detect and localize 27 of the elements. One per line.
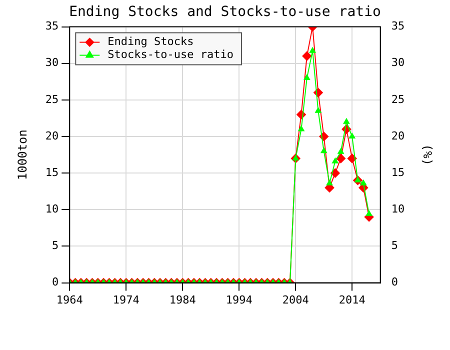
y2-tick-label: 30	[391, 56, 405, 70]
y2-tick-label: 0	[391, 276, 398, 289]
x-tick-label: 1984	[169, 293, 196, 306]
y2-tick-label: 25	[391, 92, 405, 106]
y-tick-label: 35	[45, 20, 59, 33]
y2-tick-label: 15	[391, 166, 405, 179]
legend-label: Stocks-to-use ratio	[108, 48, 234, 62]
y2-tick-label: 20	[391, 129, 405, 142]
x-tick-label: 2004	[282, 293, 310, 306]
y-tick-label: 15	[45, 166, 59, 179]
x-tick-label: 1974	[112, 293, 140, 306]
x-tick-label: 1964	[56, 293, 84, 306]
y2-tick-label: 5	[391, 239, 398, 252]
x-tick-label: 1994	[226, 293, 253, 306]
y-tick-label: 0	[52, 276, 59, 289]
y-tick-label: 25	[45, 92, 59, 106]
chart-title: Ending Stocks and Stocks-to-use ratio	[69, 4, 381, 20]
y-tick-label: 10	[45, 202, 59, 216]
x-tick-label: 2014	[338, 293, 366, 306]
legend-label: Ending Stocks	[108, 35, 194, 48]
y-tick-label: 30	[45, 56, 59, 70]
y2-tick-label: 35	[391, 20, 405, 33]
y-axis-title: 1000ton	[15, 130, 30, 180]
y2-axis-title: (%)	[420, 144, 435, 166]
y2-tick-label: 10	[391, 202, 405, 216]
y-tick-label: 20	[45, 129, 59, 142]
y-tick-label: 5	[52, 239, 59, 252]
